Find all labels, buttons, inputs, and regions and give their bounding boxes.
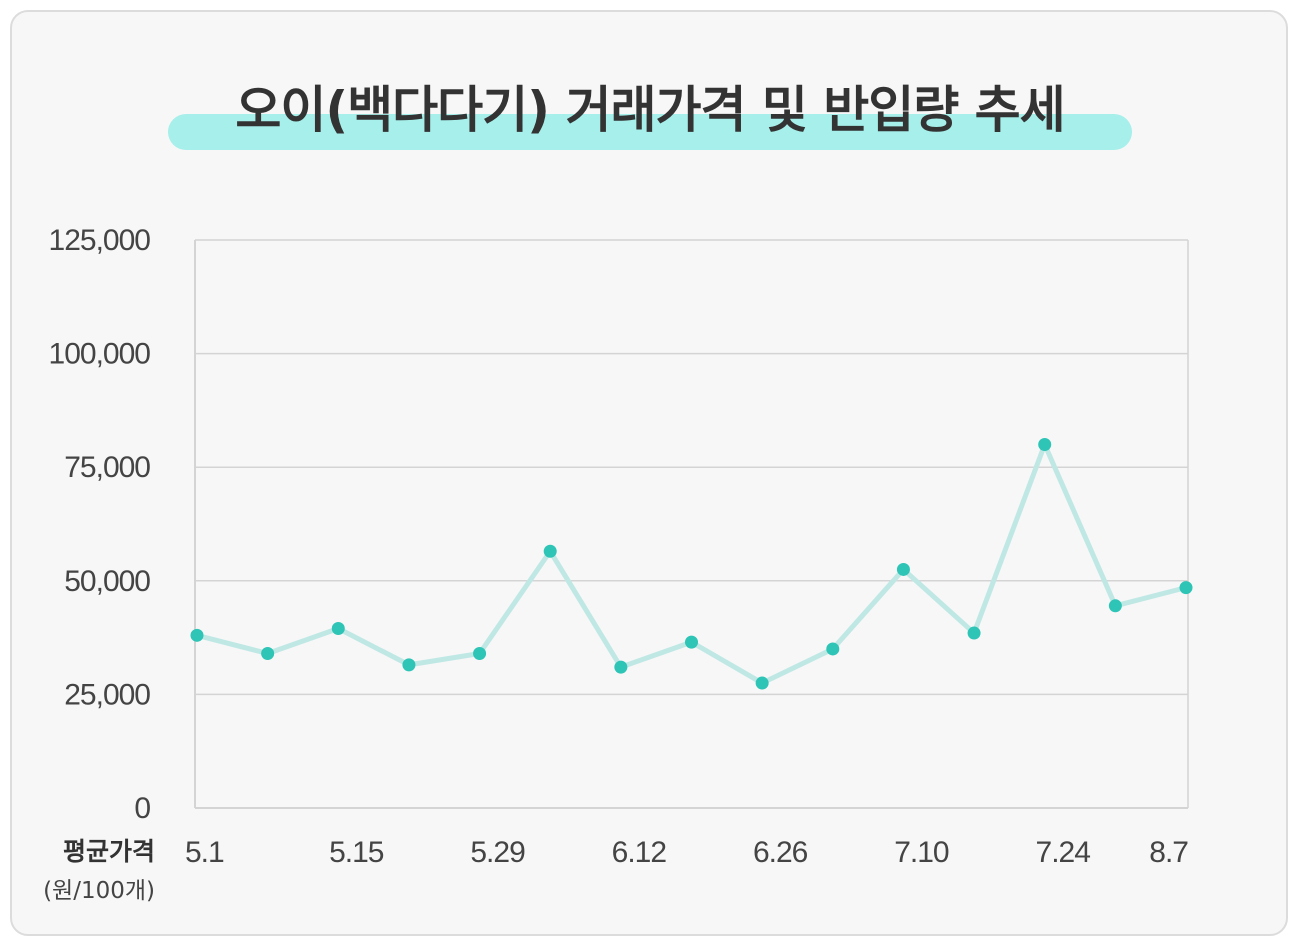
title-area: 오이(백다다기) 거래가격 및 반입량 추세 bbox=[0, 70, 1300, 160]
x-tick-label: 5.15 bbox=[329, 836, 384, 869]
data-point bbox=[331, 622, 345, 636]
y-axis-label: 평균가격 bbox=[63, 837, 155, 866]
axes bbox=[194, 240, 1189, 809]
data-point bbox=[402, 658, 416, 672]
x-tick-label: 8.7 bbox=[1149, 836, 1188, 869]
y-tick-label: 125,000 bbox=[49, 224, 151, 257]
y-tick-label: 25,000 bbox=[64, 678, 150, 711]
data-point bbox=[896, 562, 910, 576]
data-point bbox=[826, 642, 840, 656]
series-points bbox=[190, 437, 1193, 690]
y-tick-labels: 0 25,000 50,000 75,000 100,000 125,000 bbox=[49, 224, 152, 825]
data-point bbox=[190, 628, 204, 642]
data-point bbox=[967, 626, 981, 640]
data-point bbox=[1108, 599, 1122, 613]
y-tick-label: 50,000 bbox=[64, 565, 150, 598]
x-tick-label: 7.10 bbox=[894, 836, 949, 869]
x-tick-label: 6.26 bbox=[753, 836, 808, 869]
data-point bbox=[261, 647, 275, 661]
data-point bbox=[614, 660, 628, 674]
chart-card bbox=[10, 10, 1288, 936]
data-point bbox=[1038, 437, 1052, 451]
x-tick-label: 6.12 bbox=[612, 836, 667, 869]
x-tick-labels: 5.1 5.15 5.29 6.12 6.26 7.10 7.24 8.7 bbox=[185, 836, 1189, 869]
y-tick-label: 0 bbox=[134, 792, 150, 825]
grid-lines bbox=[195, 239, 1188, 696]
y-axis-unit: (원/100개) bbox=[43, 878, 155, 904]
x-tick-label: 5.29 bbox=[470, 836, 525, 869]
x-tick-label: 5.1 bbox=[185, 836, 224, 869]
y-tick-label: 75,000 bbox=[64, 451, 150, 484]
y-tick-label: 100,000 bbox=[49, 338, 151, 371]
data-point bbox=[1179, 581, 1193, 595]
chart-title: 오이(백다다기) 거래가격 및 반입량 추세 bbox=[235, 81, 1065, 139]
data-point bbox=[543, 544, 557, 558]
data-point bbox=[473, 647, 487, 661]
data-point bbox=[755, 676, 769, 690]
title-highlight bbox=[168, 114, 1132, 150]
data-point bbox=[685, 635, 698, 649]
x-tick-label: 7.24 bbox=[1036, 836, 1091, 869]
